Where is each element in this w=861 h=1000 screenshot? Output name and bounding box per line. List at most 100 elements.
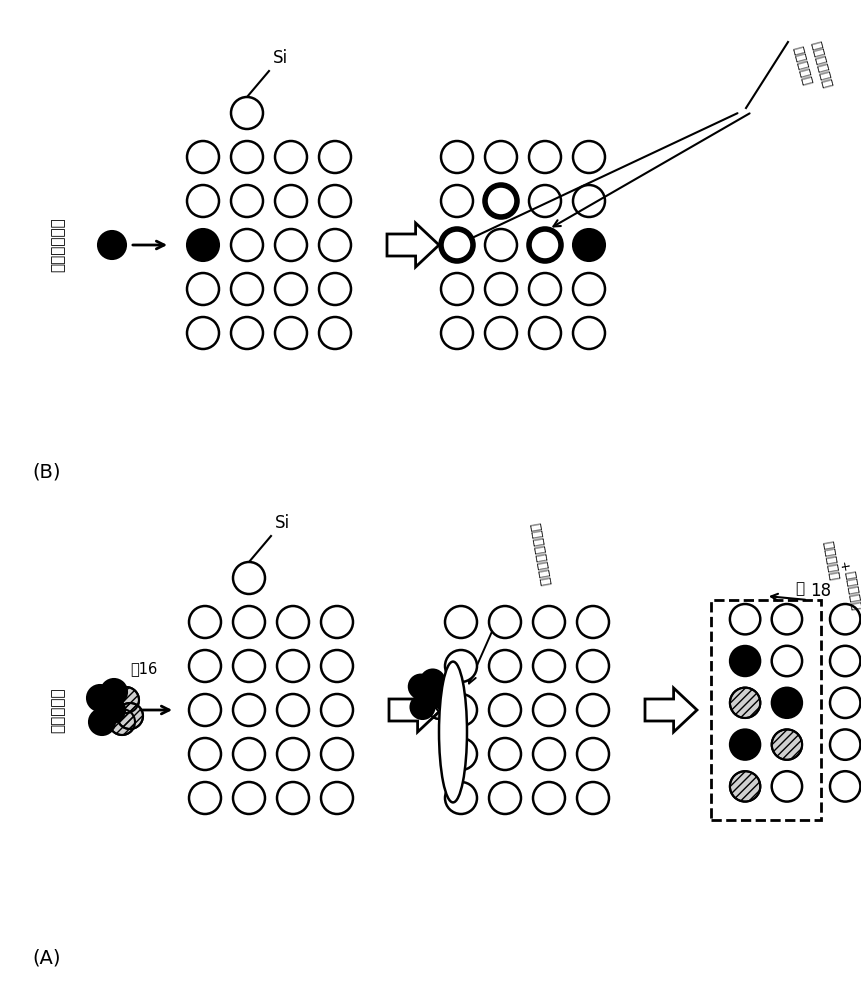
Circle shape xyxy=(771,771,802,802)
Circle shape xyxy=(577,738,609,770)
Circle shape xyxy=(771,688,802,718)
Circle shape xyxy=(319,229,351,261)
Circle shape xyxy=(830,771,860,802)
Circle shape xyxy=(231,273,263,305)
Circle shape xyxy=(231,141,263,173)
Circle shape xyxy=(529,141,561,173)
Circle shape xyxy=(233,694,265,726)
Text: 非晶质状态: 非晶质状态 xyxy=(842,570,861,612)
Circle shape xyxy=(573,317,605,349)
Circle shape xyxy=(771,729,802,760)
Circle shape xyxy=(771,604,802,634)
Circle shape xyxy=(577,606,609,638)
Circle shape xyxy=(485,273,517,305)
Text: +: + xyxy=(836,560,851,573)
Text: ～16: ～16 xyxy=(130,661,158,676)
Circle shape xyxy=(445,606,477,638)
Circle shape xyxy=(445,650,477,682)
Polygon shape xyxy=(387,223,439,267)
Circle shape xyxy=(529,273,561,305)
Circle shape xyxy=(187,141,219,173)
Circle shape xyxy=(87,685,113,711)
Circle shape xyxy=(275,185,307,217)
Circle shape xyxy=(730,646,760,676)
Circle shape xyxy=(233,562,265,594)
Circle shape xyxy=(485,317,517,349)
Circle shape xyxy=(830,604,860,634)
Polygon shape xyxy=(389,688,441,732)
Circle shape xyxy=(577,694,609,726)
Circle shape xyxy=(321,782,353,814)
Text: ～: ～ xyxy=(795,581,804,596)
Circle shape xyxy=(109,709,135,735)
Circle shape xyxy=(485,141,517,173)
Circle shape xyxy=(99,697,125,723)
Circle shape xyxy=(445,782,477,814)
Circle shape xyxy=(533,694,565,726)
Ellipse shape xyxy=(439,662,467,802)
Circle shape xyxy=(428,695,451,719)
Circle shape xyxy=(730,604,760,634)
Circle shape xyxy=(489,782,521,814)
Circle shape xyxy=(319,185,351,217)
Circle shape xyxy=(187,273,219,305)
Circle shape xyxy=(485,185,517,217)
Circle shape xyxy=(275,317,307,349)
Bar xyxy=(711,600,821,820)
Circle shape xyxy=(533,606,565,638)
Circle shape xyxy=(319,317,351,349)
Text: 原子的渗透: 原子的渗透 xyxy=(820,540,839,582)
Circle shape xyxy=(529,229,561,261)
Circle shape xyxy=(321,650,353,682)
Circle shape xyxy=(830,688,860,718)
Text: 簇离子照射: 簇离子照射 xyxy=(51,687,65,733)
Text: Si: Si xyxy=(275,514,290,532)
Text: 由弹痕造成的
原子的侵入: 由弹痕造成的 原子的侵入 xyxy=(790,40,833,95)
Circle shape xyxy=(533,650,565,682)
Circle shape xyxy=(533,738,565,770)
Circle shape xyxy=(441,317,473,349)
Circle shape xyxy=(189,738,221,770)
Circle shape xyxy=(489,738,521,770)
Circle shape xyxy=(830,646,860,676)
Circle shape xyxy=(233,650,265,682)
Text: Si: Si xyxy=(273,49,288,67)
Circle shape xyxy=(189,694,221,726)
Circle shape xyxy=(411,695,435,719)
Circle shape xyxy=(489,606,521,638)
Text: 瞬间地为高温状态: 瞬间地为高温状态 xyxy=(527,522,551,587)
Circle shape xyxy=(573,273,605,305)
Circle shape xyxy=(485,229,517,261)
Circle shape xyxy=(830,729,860,760)
Circle shape xyxy=(233,782,265,814)
Circle shape xyxy=(430,676,455,700)
Circle shape xyxy=(89,709,115,735)
Circle shape xyxy=(441,185,473,217)
Text: (A): (A) xyxy=(32,949,60,968)
Circle shape xyxy=(277,738,309,770)
Circle shape xyxy=(101,679,127,705)
Circle shape xyxy=(730,729,760,760)
Circle shape xyxy=(117,703,143,729)
Circle shape xyxy=(319,141,351,173)
Circle shape xyxy=(233,738,265,770)
Circle shape xyxy=(187,317,219,349)
Circle shape xyxy=(231,97,263,129)
Circle shape xyxy=(275,273,307,305)
Circle shape xyxy=(113,687,139,713)
Circle shape xyxy=(445,694,477,726)
Polygon shape xyxy=(645,688,697,732)
Circle shape xyxy=(419,685,443,709)
Circle shape xyxy=(231,229,263,261)
Circle shape xyxy=(533,782,565,814)
Circle shape xyxy=(98,231,126,259)
Circle shape xyxy=(275,141,307,173)
Circle shape xyxy=(573,185,605,217)
Circle shape xyxy=(275,229,307,261)
Circle shape xyxy=(421,670,444,694)
Circle shape xyxy=(573,229,605,261)
Circle shape xyxy=(231,185,263,217)
Circle shape xyxy=(771,646,802,676)
Circle shape xyxy=(189,782,221,814)
Circle shape xyxy=(321,738,353,770)
